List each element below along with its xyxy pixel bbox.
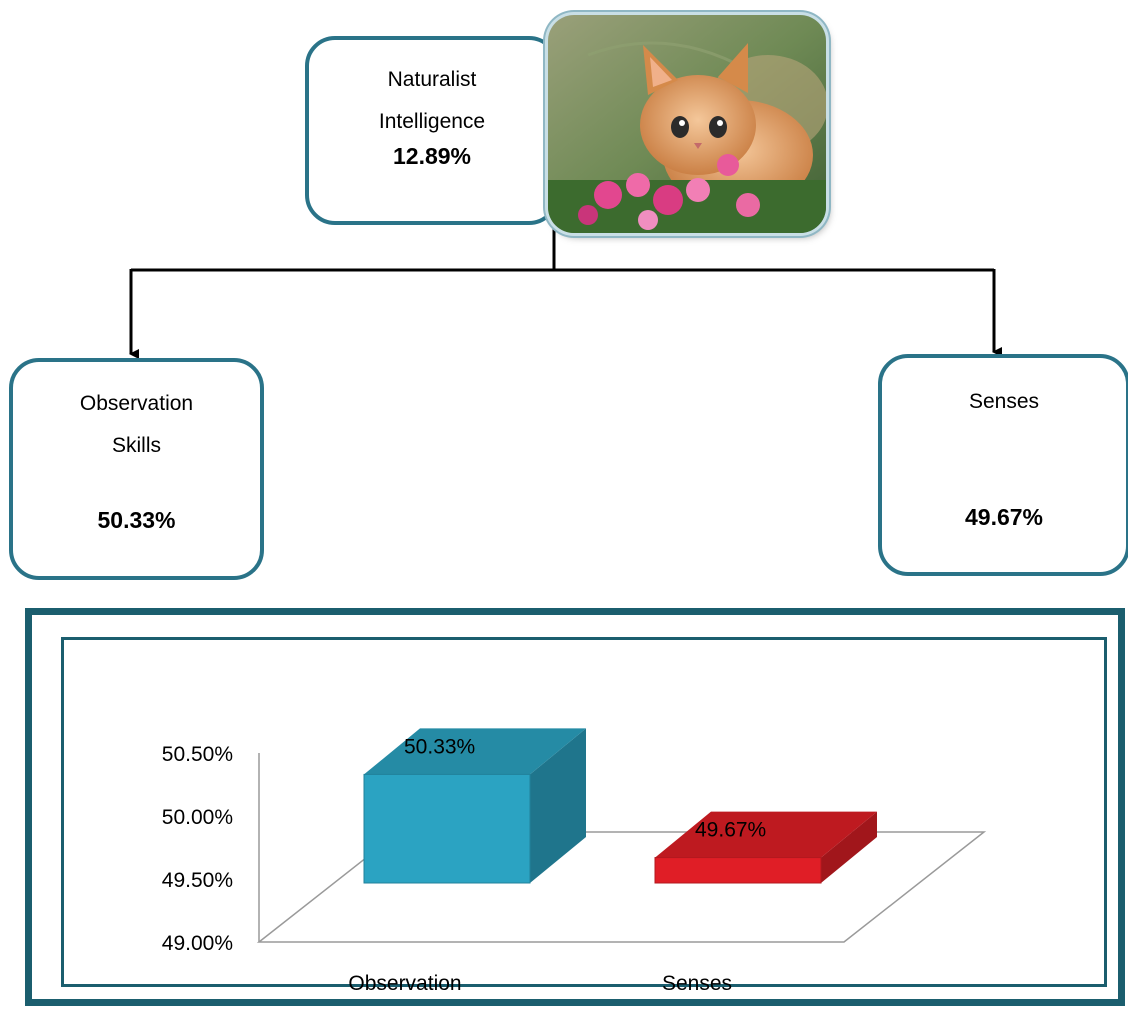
observation-title-line2: Skills (111, 434, 161, 457)
bar-side-observation (530, 728, 586, 883)
bar-top-observation (364, 728, 586, 775)
y-tick-label: 50.00% (162, 806, 233, 829)
data-label-senses: 49.67% (695, 819, 766, 842)
senses-value: 49.67% (964, 504, 1043, 530)
bar-top-senses (655, 811, 877, 858)
chart-inner-frame (61, 637, 1107, 987)
x-category-label: Observation (348, 972, 461, 995)
y-tick-label: 50.50% (162, 743, 233, 766)
bar-side-senses (821, 811, 877, 883)
kitten-photo-icon (548, 15, 826, 233)
observation-value: 50.33% (97, 507, 176, 533)
root-node-title: Naturalist (387, 68, 477, 91)
observation-title: Observation (79, 392, 194, 415)
root-node-value: 12.89% (392, 143, 471, 169)
connector-lines (129, 220, 1002, 359)
y-tick-label: 49.00% (162, 932, 233, 955)
senses-title: Senses (968, 390, 1040, 413)
bar-senses (654, 857, 822, 884)
data-label-observation: 50.33% (404, 735, 475, 758)
root-node-title-line2: Intelligence (378, 110, 486, 133)
chart-floor (256, 831, 987, 943)
root-node-naturalist-intelligence: Naturalist Intelligence 12.89% (305, 36, 559, 225)
bar-observation (363, 773, 531, 884)
x-category-label: Senses (662, 972, 732, 995)
child-node-observation-skills: Observation Skills 50.33% (9, 358, 264, 580)
child-node-senses: Senses 49.67% (878, 354, 1128, 576)
y-tick-label: 49.50% (162, 869, 233, 892)
chart-outer-frame (25, 608, 1125, 1006)
